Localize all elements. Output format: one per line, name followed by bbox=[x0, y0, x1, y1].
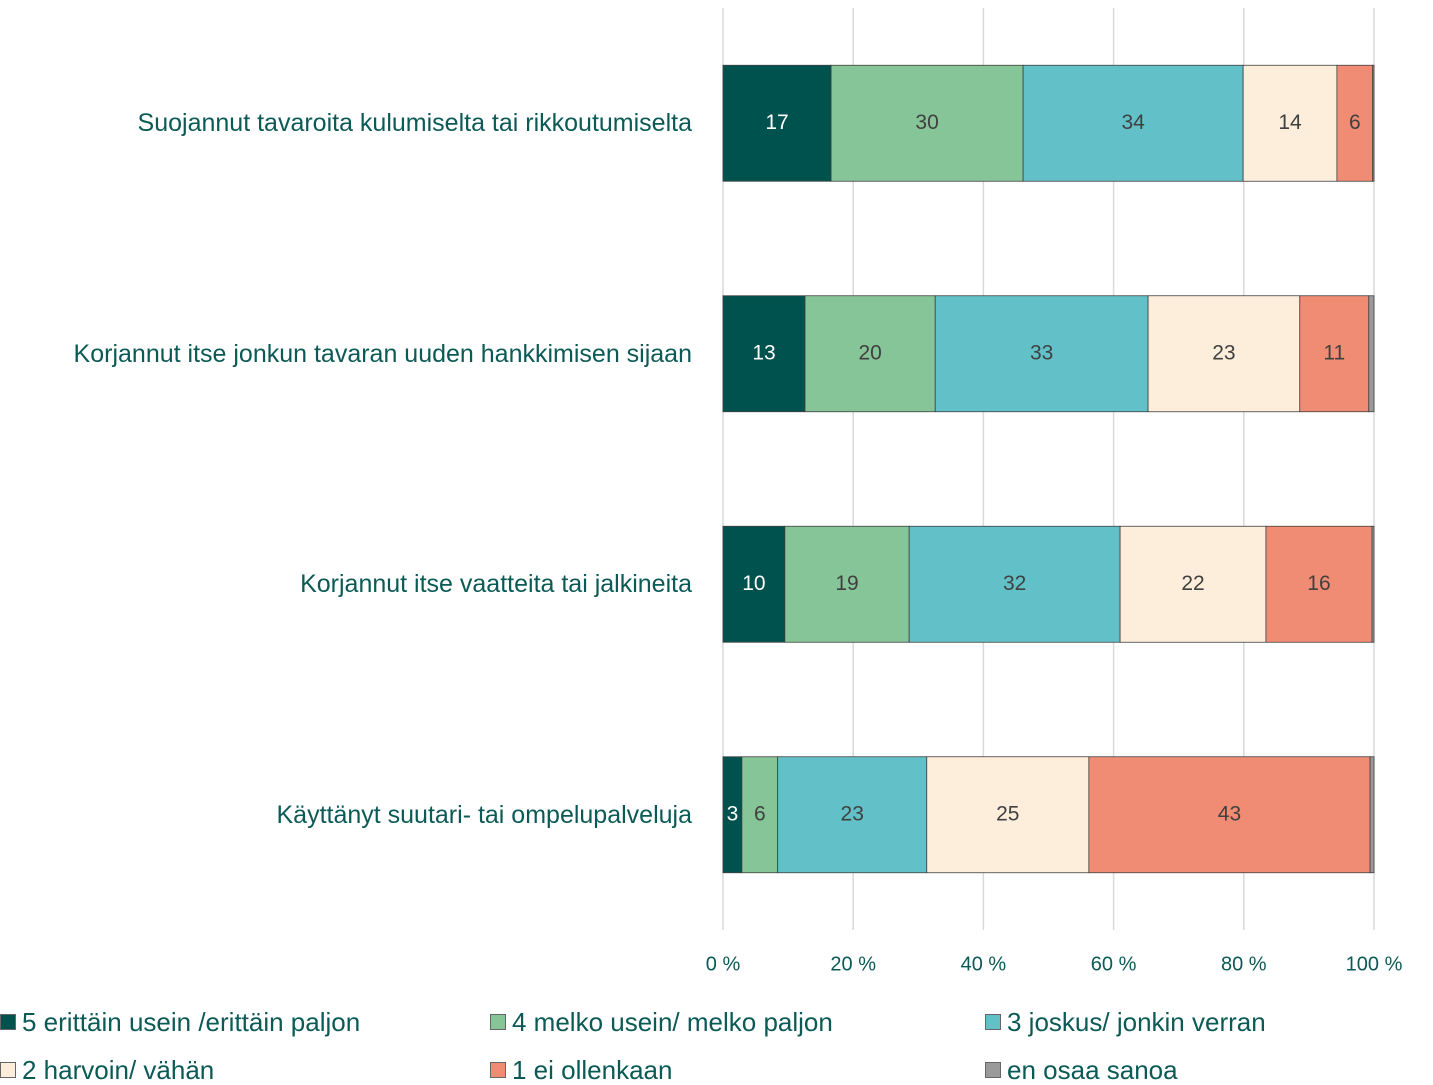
data-label: 32 bbox=[1003, 572, 1026, 595]
data-label: 17 bbox=[765, 111, 788, 134]
legend-swatch bbox=[985, 1062, 1001, 1078]
data-label: 14 bbox=[1278, 111, 1302, 134]
category-label: Suojannut tavaroita kulumiselta tai rikk… bbox=[137, 109, 692, 138]
category-label: Käyttänyt suutari- tai ompelupalveluja bbox=[276, 800, 692, 829]
legend-swatch bbox=[985, 1014, 1001, 1030]
data-label: 30 bbox=[915, 111, 938, 134]
legend-label: 1 ei ollenkaan bbox=[512, 1055, 673, 1085]
legend-item: 2 harvoin/ vähän bbox=[0, 1055, 214, 1085]
data-label: 23 bbox=[1212, 341, 1235, 364]
data-label: 11 bbox=[1323, 341, 1345, 364]
legend-label: en osaa sanoa bbox=[1007, 1055, 1178, 1085]
legend-label: 2 harvoin/ vähän bbox=[22, 1055, 215, 1085]
category-label: Korjannut itse vaatteita tai jalkineita bbox=[300, 570, 692, 599]
bar-segment bbox=[1119, 525, 1267, 643]
x-tick-label: 20 % bbox=[830, 953, 876, 975]
bar-segment bbox=[722, 295, 806, 413]
bar-segment bbox=[926, 756, 1090, 874]
legend-item: 1 ei ollenkaan bbox=[490, 1055, 672, 1085]
x-tick-label: 80 % bbox=[1221, 953, 1267, 975]
data-label: 23 bbox=[841, 802, 864, 825]
legend-label: 4 melko usein/ melko paljon bbox=[512, 1007, 833, 1037]
bar-segment bbox=[722, 525, 786, 643]
bar-segment bbox=[1369, 756, 1375, 874]
legend-swatch bbox=[0, 1014, 16, 1030]
legend-swatch bbox=[0, 1062, 16, 1078]
bar-segment bbox=[1022, 64, 1244, 182]
bar-segment bbox=[722, 64, 832, 182]
data-label: 3 bbox=[727, 802, 739, 825]
bar-segment bbox=[1147, 295, 1301, 413]
legend-item: 4 melko usein/ melko paljon bbox=[490, 1007, 833, 1037]
category-label: Korjannut itse jonkun tavaran uuden hank… bbox=[73, 339, 692, 368]
bar-segment bbox=[1242, 64, 1338, 182]
bar-segment bbox=[784, 525, 910, 643]
legend-item: en osaa sanoa bbox=[985, 1055, 1178, 1085]
legend-item: 3 joskus/ jonkin verran bbox=[985, 1007, 1266, 1037]
x-tick-label: 0 % bbox=[706, 953, 741, 975]
data-label: 10 bbox=[742, 572, 765, 595]
bar-segment bbox=[1088, 756, 1371, 874]
data-label: 19 bbox=[835, 572, 858, 595]
bar-segment bbox=[908, 525, 1121, 643]
legend-label: 5 erittäin usein /erittäin paljon bbox=[22, 1007, 361, 1037]
bar-segment bbox=[804, 295, 936, 413]
legend-label: 3 joskus/ jonkin verran bbox=[1007, 1007, 1266, 1037]
data-label: 6 bbox=[1349, 111, 1361, 134]
data-label: 22 bbox=[1181, 572, 1204, 595]
bar-segment bbox=[1299, 295, 1370, 413]
data-label: 13 bbox=[752, 341, 775, 364]
x-tick-label: 100 % bbox=[1346, 953, 1403, 975]
data-label: 6 bbox=[754, 802, 766, 825]
data-label: 33 bbox=[1030, 341, 1053, 364]
legend-swatch bbox=[490, 1014, 506, 1030]
data-label: 16 bbox=[1307, 572, 1330, 595]
bar-segment bbox=[934, 295, 1149, 413]
legend-item: 5 erittäin usein /erittäin paljon bbox=[0, 1007, 360, 1037]
data-label: 25 bbox=[996, 802, 1019, 825]
data-label: 43 bbox=[1218, 802, 1241, 825]
data-label: 20 bbox=[858, 341, 881, 364]
bar-segment bbox=[1371, 525, 1375, 643]
bar-segment bbox=[1368, 295, 1375, 413]
bar-segment bbox=[1372, 64, 1375, 182]
bar-segment bbox=[777, 756, 928, 874]
data-label: 34 bbox=[1121, 111, 1145, 134]
legend-swatch bbox=[490, 1062, 506, 1078]
bar-segment bbox=[741, 756, 779, 874]
x-tick-label: 40 % bbox=[961, 953, 1007, 975]
bar-segment bbox=[1336, 64, 1374, 182]
x-tick-label: 60 % bbox=[1091, 953, 1137, 975]
